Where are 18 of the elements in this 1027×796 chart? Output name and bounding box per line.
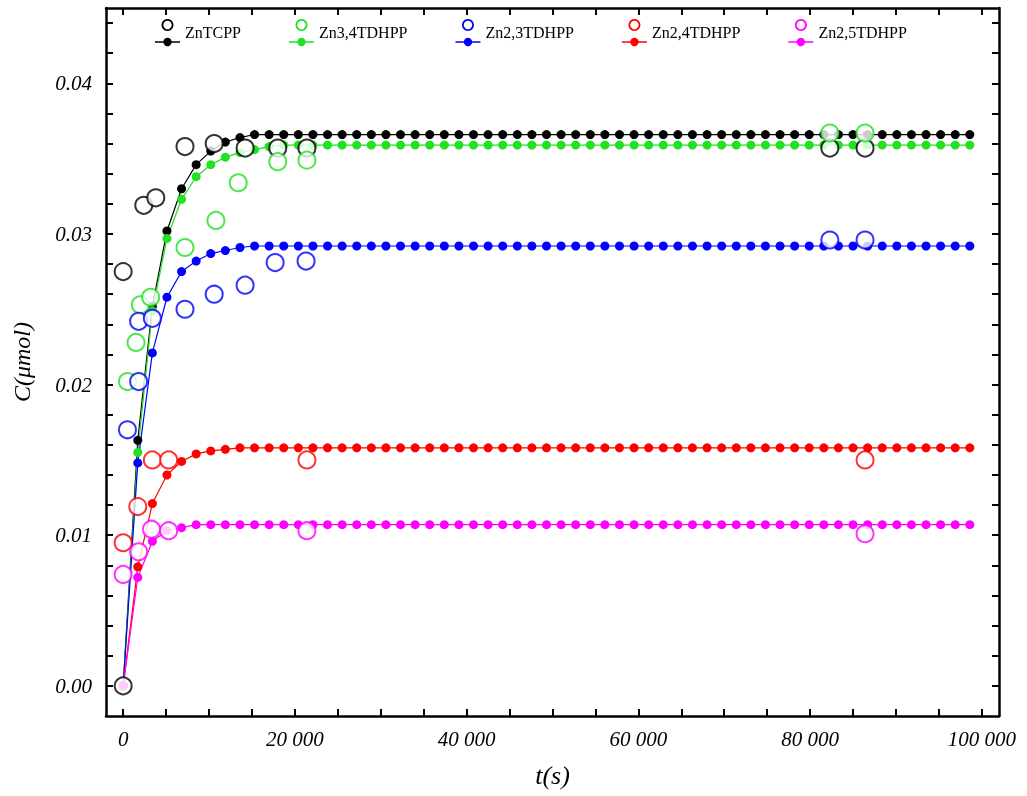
x-tick-label: 0 [117,726,129,751]
y-tick-label: 0.04 [55,71,93,96]
legend-label: ZnTCPP [185,24,242,42]
y-tick-label: 0.02 [55,372,93,397]
y-tick-label: 0.01 [55,523,92,548]
x-tick-label: 40 000 [437,726,497,751]
legend-label: Zn2,4TDHPP [651,24,741,42]
x-tick-label: 80 000 [781,726,840,751]
y-axis-title: C(μmol) [9,321,35,403]
legend-label: Zn3,4TDHPP [319,24,408,42]
legend-label: Zn2,3TDHPP [485,24,575,42]
x-tick-label: 100 000 [947,726,1017,751]
y-tick-label: 0.00 [55,673,93,698]
x-tick-label: 20 000 [266,726,325,751]
y-tick-label: 0.03 [55,221,92,246]
legend-label: Zn2,5TDHPP [818,24,907,42]
x-tick-label: 60 000 [609,726,668,751]
x-axis-title: t(s) [535,760,570,790]
